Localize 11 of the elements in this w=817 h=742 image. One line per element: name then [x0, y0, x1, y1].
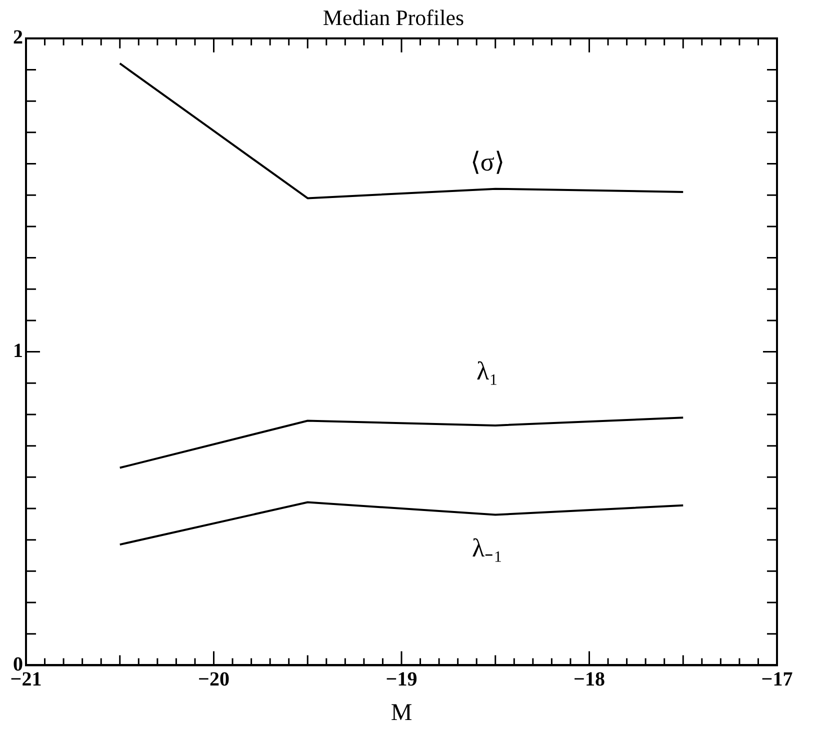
series-label: λ₁	[476, 356, 498, 386]
series-label: λ₋₁	[472, 534, 503, 563]
x-axis-title: M	[390, 700, 412, 726]
x-tick-label: −18	[574, 668, 605, 690]
y-tick-label: 1	[13, 340, 23, 362]
series-label: ⟨σ⟩	[470, 148, 504, 177]
chart-title: Median Profiles	[322, 4, 464, 30]
x-tick-label: −19	[386, 668, 418, 690]
x-tick-label: −20	[198, 668, 230, 690]
x-tick-label: −17	[761, 668, 793, 690]
y-tick-label: 2	[13, 26, 23, 49]
